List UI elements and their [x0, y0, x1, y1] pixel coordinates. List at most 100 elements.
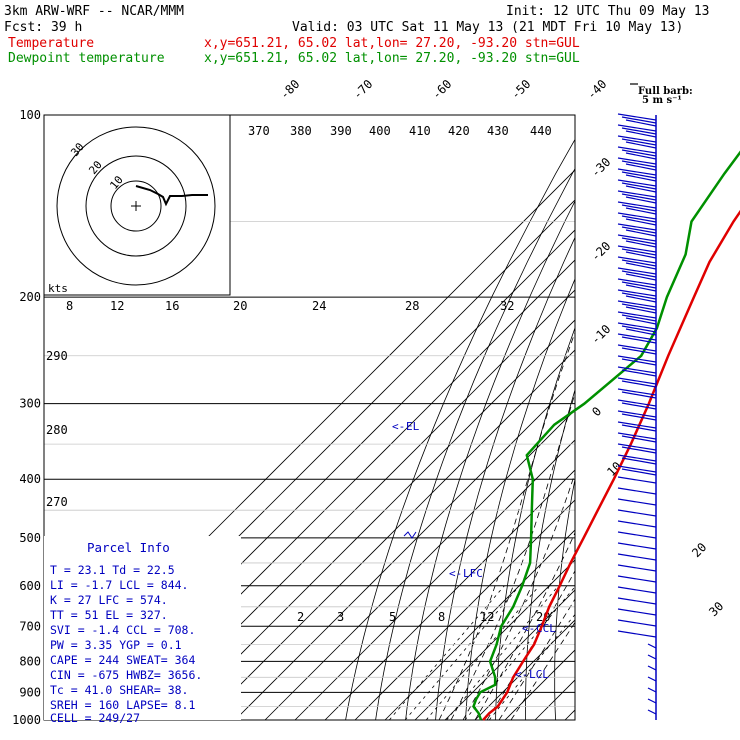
dewpoint-legend: Dewpoint temperature	[8, 51, 165, 66]
wind-barb-flag	[625, 174, 657, 182]
wind-barb	[617, 443, 657, 454]
wind-barb-flag	[617, 256, 657, 264]
wind-barb-flag	[621, 325, 657, 333]
wind-barb-flag	[621, 237, 657, 245]
pressure-tick-label: 300	[19, 397, 41, 411]
wind-barb-flag	[617, 333, 657, 341]
wind-barb	[617, 355, 657, 366]
parcel-info-row: TT = 51 EL = 327.	[50, 608, 168, 622]
barb-legend-title: Full barb:	[638, 86, 693, 97]
wind-barb-flag	[617, 399, 657, 407]
theta-label: 420	[448, 124, 470, 138]
mixing-ratio-label: 5	[389, 610, 396, 624]
wind-barb	[647, 709, 657, 715]
hodograph-frame	[43, 114, 231, 296]
wind-barb	[617, 223, 657, 237]
isotherm-label: -70	[350, 77, 375, 102]
wind-barb-flag	[621, 226, 657, 234]
wind-barb	[617, 157, 657, 171]
wind-barb-flag	[625, 152, 657, 160]
temperature-location: x,y=651.21, 65.02 lat,lon= 27.20, -93.20…	[204, 36, 580, 51]
hodograph-trace	[135, 185, 208, 207]
wind-barb-flag	[617, 168, 657, 176]
el-marker: EL	[406, 420, 420, 433]
wind-barb-flag	[621, 116, 657, 124]
wind-barb-flag	[625, 141, 657, 149]
theta-label: 280	[46, 423, 68, 437]
wind-barb-flag	[621, 127, 657, 135]
isotherm-label: 20	[689, 540, 709, 560]
isotherm-line	[204, 349, 575, 720]
wind-barb-flag	[617, 520, 657, 528]
wind-barb	[647, 665, 657, 671]
dry-adiabat-line	[688, 115, 740, 720]
wind-barb-flag	[617, 300, 657, 308]
dry-adiabat-line	[375, 167, 575, 720]
wind-barb	[617, 575, 657, 583]
theta-label: 390	[330, 124, 352, 138]
wind-barb	[617, 553, 657, 561]
forecast-hour: Fcst: 39 h	[4, 20, 82, 35]
wind-barb-flag	[621, 336, 657, 344]
hodograph-ring	[110, 180, 162, 232]
wind-barb-flag	[647, 643, 657, 649]
wind-barb	[617, 278, 657, 292]
wind-barb-flag	[621, 314, 657, 322]
theta-label: 370	[248, 124, 270, 138]
lcl-marker-arrow: <-	[515, 668, 528, 681]
parcel-info-row: PW = 3.35 YGP = 0.1	[50, 638, 182, 652]
plot-frame	[43, 114, 576, 721]
dewpoint-location: x,y=651.21, 65.02 lat,lon= 27.20, -93.20…	[204, 51, 580, 66]
wind-barb-flag	[621, 413, 657, 421]
wind-barb-flag	[617, 201, 657, 209]
wind-barb	[617, 289, 657, 303]
wind-barb	[617, 388, 657, 399]
isotherm-line	[444, 589, 575, 720]
theta-label: 270	[46, 495, 68, 509]
pressure-tick-label: 100	[19, 108, 41, 122]
wind-barb-flag	[617, 322, 657, 330]
wind-barb	[617, 322, 657, 336]
wind-barb	[617, 564, 657, 572]
wind-barb-flag	[617, 377, 657, 385]
isotherm-line	[354, 499, 575, 720]
thetae-label: 16	[165, 299, 179, 313]
wind-barb-flag	[621, 468, 657, 476]
parcel-info-title: Parcel Info	[87, 540, 170, 555]
temperature-legend: Temperature	[8, 36, 94, 51]
mixing-ratio-label: 2	[297, 610, 304, 624]
isotherm-line	[234, 379, 575, 720]
wind-barb-flag	[625, 262, 657, 270]
moist-adiabat-line	[450, 392, 575, 720]
thetae-label: 32	[500, 299, 514, 313]
wind-barb	[617, 311, 657, 325]
temperature-series-line	[482, 209, 740, 721]
isotherm-label: -10	[588, 322, 613, 347]
thetae-label: 12	[110, 299, 124, 313]
moist-adiabat-line	[474, 531, 575, 720]
theta-label: 380	[290, 124, 312, 138]
mixing-ratio-label: 3	[337, 610, 344, 624]
dry-adiabat-line	[637, 115, 740, 720]
thetae-label: 8	[66, 299, 73, 313]
wind-barb	[617, 586, 657, 594]
dry-adiabat-line	[583, 115, 713, 720]
wind-barb-flag	[617, 212, 657, 220]
wind-barb	[617, 465, 657, 476]
wind-barb-flag	[617, 608, 657, 616]
wind-barb-flag	[625, 130, 657, 138]
wind-barb	[617, 454, 657, 465]
el-marker-arrow: <-	[392, 420, 405, 433]
moist-adiabat-line	[510, 621, 575, 720]
isotherm-label: -60	[429, 77, 454, 102]
wind-barb-flag	[617, 443, 657, 451]
wind-barb-flag	[617, 267, 657, 275]
pressure-tick-label: 700	[19, 619, 41, 633]
wind-barb-flag	[625, 240, 657, 248]
wind-barb	[617, 520, 657, 528]
isotherm-line	[324, 469, 575, 720]
dry-adiabat-line	[713, 115, 740, 720]
theta-label: 440	[530, 124, 552, 138]
isotherm-line	[414, 559, 575, 720]
